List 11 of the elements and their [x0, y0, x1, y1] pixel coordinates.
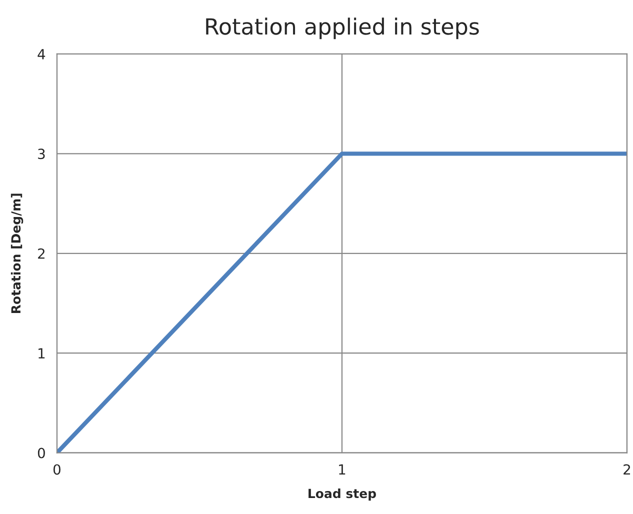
y-tick-label: 2	[38, 248, 44, 259]
x-tick-label: 0	[53, 464, 60, 475]
y-axis-title: Rotation [Deg/m]	[10, 194, 24, 314]
x-axis-title: Load step	[308, 488, 376, 501]
x-tick-label: 1	[339, 464, 346, 474]
y-tick-label: 4	[38, 49, 46, 60]
y-tick-label: 3	[38, 148, 45, 160]
chart-title: Rotation applied in steps	[206, 18, 479, 40]
y-tick-label: 1	[38, 348, 45, 358]
y-tick-label: 0	[38, 448, 45, 458]
x-tick-label: 2	[624, 464, 630, 474]
